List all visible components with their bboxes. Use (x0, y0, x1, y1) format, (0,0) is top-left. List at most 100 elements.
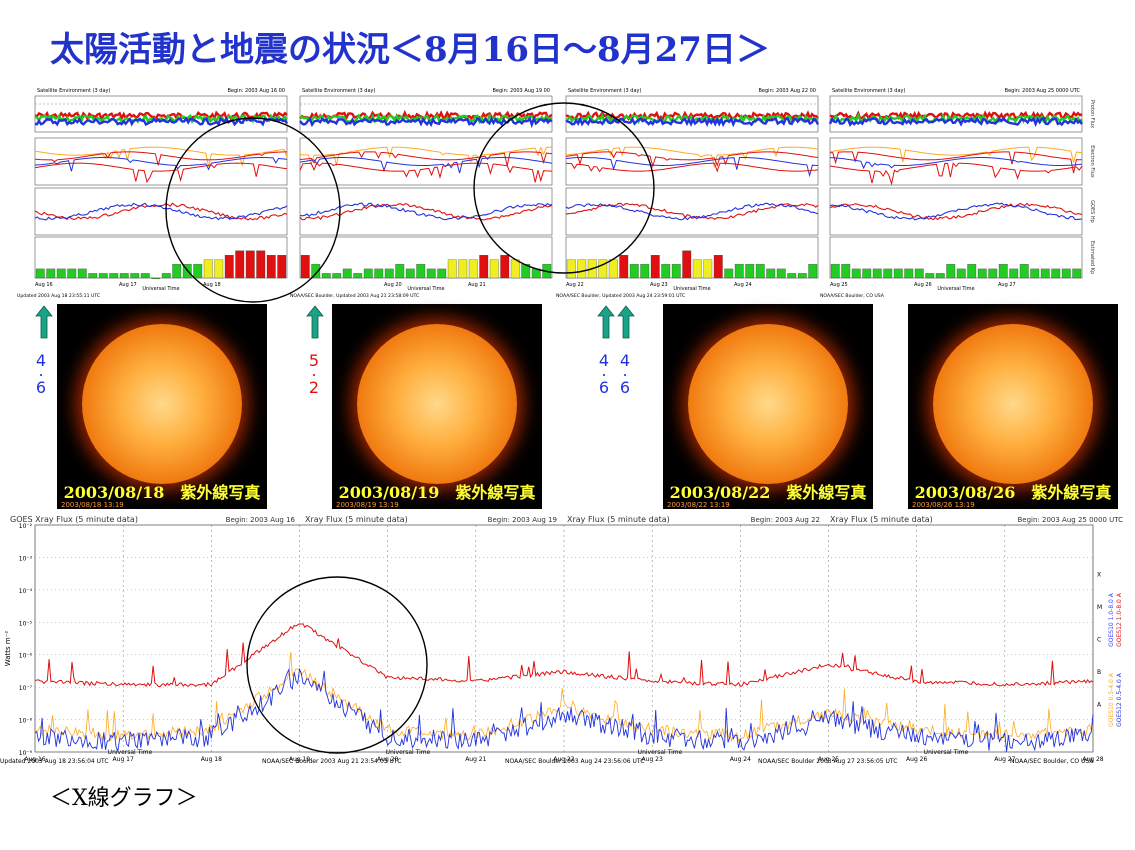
kp-bar (598, 259, 608, 279)
xray-legend-goes12-long: GOES12 1.0-8.0 A (1116, 592, 1123, 647)
panel-footer: NOAA/SEC Boulder, Updated 2003 Aug 21 23… (290, 293, 419, 299)
kp-bar (914, 268, 924, 279)
sun-image-caption: 2003/08/22 紫外線写真 (669, 483, 867, 502)
xray-class-letter: M (1097, 604, 1102, 611)
quake-magnitude-dot: . (622, 361, 627, 380)
proton-flux-line (34, 110, 288, 122)
proton-flux-line (829, 110, 1083, 123)
goes-hp-line (34, 202, 288, 221)
kp-bar (266, 255, 276, 279)
panel-x-tick: Aug 16 (35, 282, 53, 288)
kp-bar (500, 255, 510, 279)
quake-magnitude-dot: . (38, 361, 43, 380)
kp-bar (300, 255, 310, 279)
up-arrow-icon (597, 305, 615, 339)
xray-xlabel: Universal Time (108, 749, 153, 756)
panel-frame (565, 137, 819, 186)
up-arrow-icon (306, 305, 324, 339)
xray-y-tick: 10⁻⁸ (19, 718, 33, 725)
quake-magnitude-dec: 6 (36, 378, 46, 397)
panel-frame (299, 95, 553, 133)
kp-bar (374, 268, 384, 279)
panel-footer: Updated 2003 Aug 18 23:55:11 UTC (17, 293, 100, 299)
kp-bar (363, 268, 373, 279)
sun-uv-image: 2003/08/26 紫外線写真 2003/08/26 13:19 (908, 304, 1118, 509)
electron-flux-line (829, 162, 1083, 186)
electron-flux-line (829, 151, 1083, 174)
kp-bar (577, 259, 587, 279)
panel-frame (829, 187, 1083, 236)
kp-bar (35, 268, 45, 279)
xray-class-letter: B (1097, 669, 1101, 676)
xray-x-tick: Aug 22 (553, 756, 574, 763)
xray-header-left: Xray Flux (5 minute data) (305, 515, 408, 524)
kp-bar (437, 268, 447, 279)
sun-image-timestamp: 2003/08/26 13:19 (912, 501, 975, 509)
xray-goes12-short-line (34, 667, 1094, 753)
kp-bar (1072, 268, 1082, 279)
xray-y-tick: 10⁻⁹ (19, 750, 33, 757)
quake-magnitude-dec: 2 (309, 378, 319, 397)
kp-bar (1051, 268, 1061, 279)
kp-bar (808, 264, 818, 279)
panel-frame (299, 236, 553, 279)
panel-header-right: Begin: 2003 Aug 19 00 (493, 88, 551, 94)
electron-flux-line (565, 146, 819, 168)
kp-bar (172, 264, 182, 279)
kp-bar (755, 264, 765, 279)
xray-x-tick: Aug 16 (24, 756, 45, 763)
xray-y-tick: 10⁻⁶ (19, 653, 33, 660)
kp-bar (671, 264, 681, 279)
kp-bar (766, 268, 776, 279)
kp-bar (277, 255, 287, 279)
xray-x-tick: Aug 26 (906, 756, 927, 763)
goes-hp-line (299, 202, 553, 221)
xray-y-tick: 10⁻² (19, 523, 33, 530)
xray-x-tick: Aug 28 (1082, 756, 1103, 763)
kp-bar (682, 250, 692, 279)
panel-frame (34, 137, 288, 186)
panel-x-tick: Aug 23 (650, 282, 668, 288)
xray-header-right: Begin: 2003 Aug 19 (488, 516, 557, 524)
kp-bar (787, 273, 797, 279)
panel-x-tick: Aug 27 (998, 282, 1016, 288)
electron-flux-line (299, 151, 553, 167)
kp-bar (193, 264, 203, 279)
kp-bar (724, 268, 734, 279)
kp-bar (489, 259, 499, 279)
kp-bar (935, 273, 945, 279)
panel-frame (34, 187, 288, 236)
panel-frame (565, 236, 819, 279)
kp-bar (109, 273, 119, 279)
xray-graph-label: ＜X線グラフ＞ (50, 786, 198, 811)
panel-header-right: Begin: 2003 Aug 22 00 (759, 88, 817, 94)
electron-flux-line (34, 157, 288, 172)
xray-header-left: GOES Xray Flux (5 minute data) (10, 515, 138, 524)
sun-image-caption: 2003/08/18 紫外線写真 (63, 483, 261, 502)
kp-bar (797, 273, 807, 279)
electron-flux-line (299, 146, 552, 167)
xray-x-tick: Aug 25 (818, 756, 839, 763)
kp-bar (203, 259, 213, 279)
kp-bar (629, 264, 639, 279)
highlight-circle (165, 117, 341, 303)
xray-goes10-short-line (34, 652, 1094, 743)
kp-bar (321, 273, 331, 279)
highlight-circle (473, 102, 655, 274)
kp-bar (1009, 268, 1019, 279)
kp-bar (841, 264, 851, 279)
sun-disk (82, 324, 242, 484)
kp-bar (510, 259, 520, 279)
electron-flux-line (565, 162, 819, 173)
kp-bar (56, 268, 66, 279)
sun-image-timestamp: 2003/08/18 13:19 (61, 501, 124, 509)
xray-frame (34, 524, 1094, 753)
xray-ylabel: Watts m⁻² (4, 631, 12, 667)
xray-x-tick: Aug 23 (642, 756, 663, 763)
kp-bar (1030, 268, 1040, 279)
electron-flux-line (34, 146, 288, 168)
panel-x-tick: Aug 26 (914, 282, 932, 288)
goes-hp-line (829, 202, 1083, 221)
quake-magnitude-int: 4 (620, 351, 630, 370)
kp-bar (119, 273, 129, 279)
